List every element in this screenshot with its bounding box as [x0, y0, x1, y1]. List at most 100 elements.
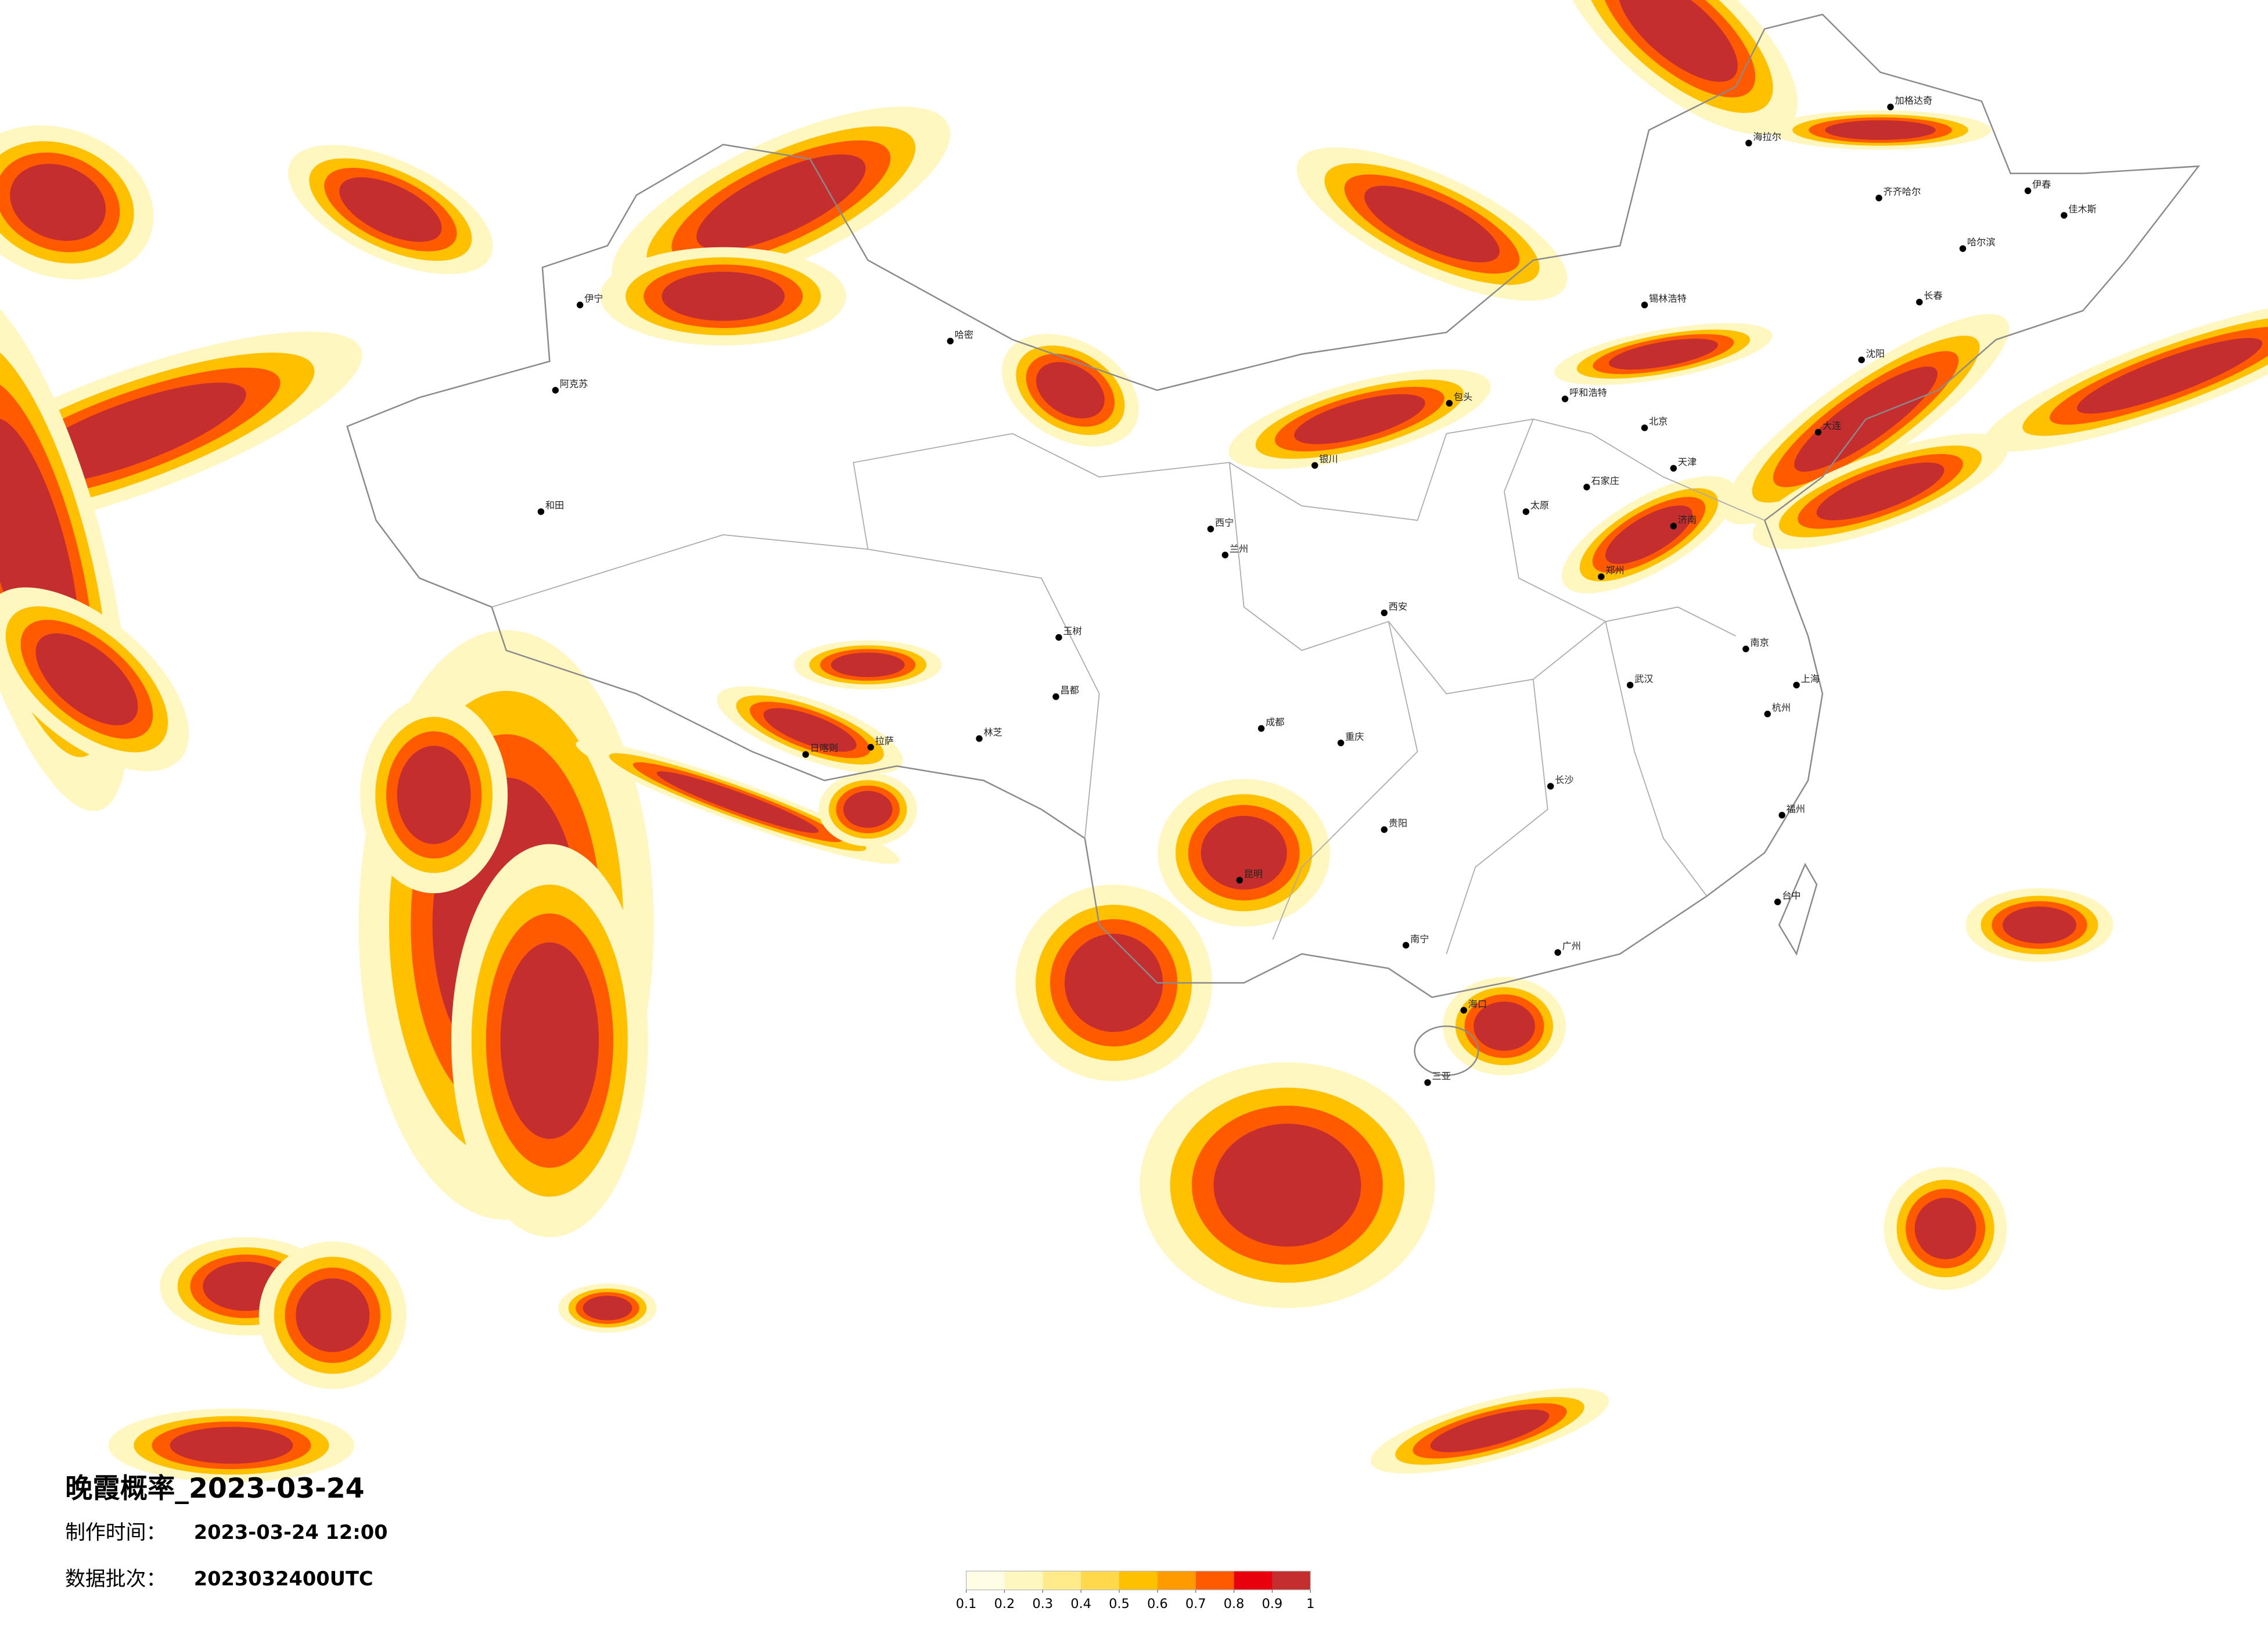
city-dot: [1561, 395, 1569, 402]
city-dot: [1402, 942, 1410, 949]
city-dot: [1598, 573, 1605, 580]
city-label: 伊宁: [584, 293, 603, 304]
city-dot: [1547, 783, 1554, 790]
city-label: 昆明: [1244, 868, 1263, 879]
city-label: 西宁: [1215, 517, 1234, 528]
city-label: 北京: [1649, 416, 1667, 427]
legend-label: 0.2: [994, 1596, 1015, 1611]
city-dot: [1381, 609, 1388, 617]
city-dot: [1641, 424, 1648, 431]
probability-area: [500, 942, 599, 1139]
city-dot: [1207, 526, 1214, 533]
hainan-outline: [1414, 1025, 1479, 1076]
city-label: 南宁: [1410, 933, 1429, 944]
city-label: 锡林浩特: [1649, 293, 1687, 304]
city-dot: [1381, 826, 1388, 833]
probability-area: [843, 791, 893, 828]
legend-swatch: [1081, 1571, 1120, 1590]
probability-area: [397, 746, 471, 844]
city-label: 海拉尔: [1753, 131, 1781, 142]
probability-area: [1201, 815, 1287, 890]
legend-label: 0.7: [1185, 1596, 1206, 1611]
legend: 0.1 0.2 0.3 0.4 0.5 0.6 0.7 0.8 0.9 1: [956, 1570, 1314, 1611]
city-label: 沈阳: [1866, 348, 1885, 359]
legend-swatch: [1234, 1571, 1273, 1590]
city-dot: [1764, 710, 1771, 718]
city-label: 西安: [1389, 601, 1407, 612]
province-lines: [491, 418, 1765, 954]
probability-area: [2077, 337, 2263, 414]
city-label: 石家庄: [1591, 475, 1619, 486]
probability-field: [0, 0, 2268, 1483]
city-label: 济南: [1678, 515, 1696, 526]
city-label: 伊春: [2032, 179, 2051, 190]
city-label: 福州: [1787, 803, 1805, 814]
legend-label: 0.8: [1224, 1596, 1245, 1611]
city-dot: [1887, 103, 1894, 110]
city-dot: [2061, 212, 2068, 219]
probability-area: [662, 271, 785, 321]
info-label: 制作时间：: [65, 1521, 166, 1545]
city-dot: [1793, 682, 1800, 689]
legend-label: 0.4: [1070, 1596, 1091, 1611]
city-dot: [537, 508, 545, 515]
legend-swatch: [1157, 1571, 1196, 1590]
city-label: 哈密: [955, 329, 973, 340]
city-label: 杭州: [1772, 702, 1791, 713]
probability-area: [1036, 362, 1105, 419]
city-dot: [1814, 429, 1822, 436]
city-dot: [1337, 739, 1345, 747]
city-dot: [1774, 898, 1781, 905]
city-dot: [1875, 195, 1882, 202]
probability-area: [10, 164, 106, 241]
probability-area: [296, 1278, 370, 1352]
taiwan-outline: [1778, 862, 1818, 956]
city-label: 兰州: [1230, 543, 1248, 554]
city-dot: [552, 387, 559, 394]
probability-area: [1914, 1197, 1976, 1260]
legend-swatch: [966, 1571, 1005, 1590]
probability-area: [1618, 0, 1738, 82]
probability-area: [1609, 339, 1718, 370]
city-dot: [1583, 484, 1590, 491]
city-label: 银川: [1319, 454, 1338, 465]
probability-area: [1473, 1001, 1535, 1051]
city-dot: [1670, 465, 1677, 472]
legend-label: 0.9: [1262, 1596, 1283, 1611]
city-dot: [1745, 139, 1752, 147]
city-label: 太原: [1530, 500, 1549, 511]
probability-area: [583, 1296, 632, 1321]
city-label: 包头: [1454, 391, 1472, 402]
legend-swatch: [1272, 1571, 1311, 1590]
city-label: 林芝: [983, 726, 1002, 738]
probability-area: [170, 1427, 293, 1464]
city-dot: [1742, 645, 1749, 653]
city-label: 佳木斯: [2068, 203, 2097, 214]
probability-area: [35, 633, 138, 725]
city-dot: [1221, 552, 1229, 559]
borders: [346, 13, 2201, 1076]
legend-label: 0.3: [1033, 1596, 1054, 1611]
probability-area: [656, 771, 819, 833]
city-label: 昌都: [1060, 685, 1079, 696]
probability-area: [1825, 120, 1936, 140]
city-label: 呼和浩特: [1569, 387, 1607, 398]
probability-area: [831, 652, 905, 678]
city-dot: [1959, 245, 1967, 252]
city-label: 三亚: [1432, 1071, 1451, 1082]
probability-area: [1430, 1409, 1550, 1452]
city-label: 天津: [1678, 456, 1696, 467]
legend-label: 0.5: [1109, 1596, 1130, 1611]
city-dot: [1778, 812, 1785, 819]
city-label: 贵阳: [1389, 818, 1407, 829]
city-label: 上海: [1801, 673, 1820, 684]
city-dot: [1311, 462, 1318, 469]
probability-area: [1213, 1124, 1361, 1247]
legend-swatch: [1004, 1571, 1043, 1590]
info-label: 数据批次：: [65, 1567, 166, 1591]
city-dot: [1446, 400, 1453, 407]
city-dot: [802, 751, 809, 758]
city-label: 重庆: [1345, 731, 1364, 742]
